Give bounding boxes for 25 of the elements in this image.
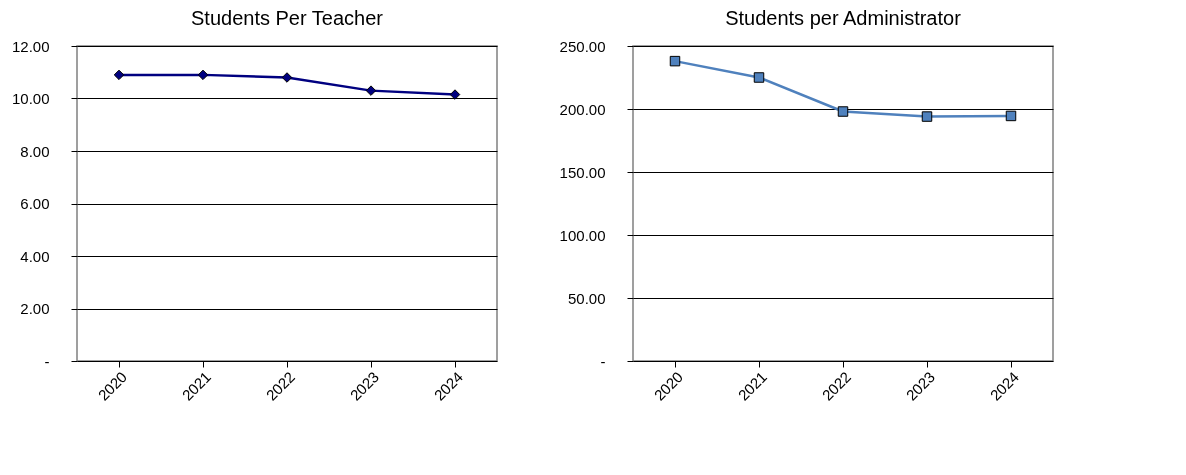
point xyxy=(197,69,209,81)
chart-title: Students Per Teacher xyxy=(191,7,384,29)
y-tick-label: 200.00 xyxy=(559,100,606,118)
y-tick-label: - xyxy=(44,352,50,370)
chart-title: Students per Administrator xyxy=(725,7,962,29)
y-tick-label: 2.00 xyxy=(20,300,50,317)
point xyxy=(921,111,933,122)
y-tick-label: 100.00 xyxy=(559,226,606,244)
y-tick-label: 4.00 xyxy=(20,247,50,265)
y-tick-label: 50.00 xyxy=(567,289,606,307)
point xyxy=(753,72,765,83)
point xyxy=(449,89,461,100)
y-tick-label: 10.00 xyxy=(11,90,50,107)
point xyxy=(669,55,681,67)
y-tick-label: 150.00 xyxy=(559,163,606,181)
point xyxy=(1005,110,1017,122)
y-tick-label: 12.00 xyxy=(11,37,50,55)
point xyxy=(281,72,293,83)
y-tick-label: 6.00 xyxy=(20,195,50,212)
point xyxy=(113,69,125,81)
y-tick-label: - xyxy=(600,352,606,370)
y-tick-label: 250.00 xyxy=(559,37,606,55)
point xyxy=(365,85,377,96)
y-tick-label: 8.00 xyxy=(20,142,50,160)
point xyxy=(837,106,849,117)
